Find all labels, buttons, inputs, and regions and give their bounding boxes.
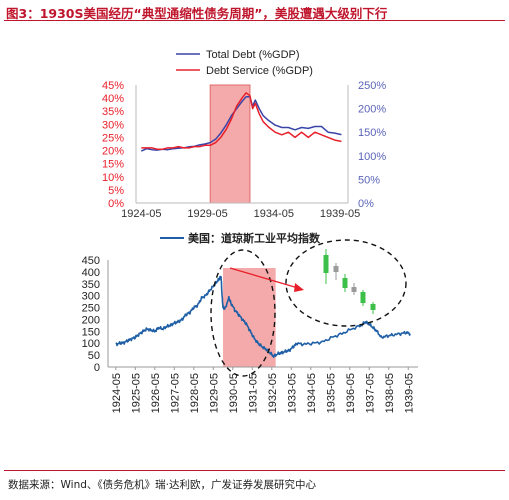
- x-tick-label: 1928-05: [189, 373, 201, 413]
- y-tick-label: 100: [82, 338, 100, 350]
- y-left-tick-label: 20%: [102, 146, 124, 158]
- y-tick-label: 150: [82, 326, 100, 338]
- y-tick-label: 450: [82, 255, 100, 267]
- crash-ellipse: [210, 249, 276, 377]
- y-tick-label: 250: [82, 303, 100, 315]
- candle-body: [323, 255, 329, 273]
- x-tick-label: 1939-05: [403, 373, 415, 413]
- y-tick-label: 200: [82, 314, 100, 326]
- y-left-tick-label: 40%: [102, 93, 124, 105]
- candle-body: [333, 266, 339, 272]
- figure-title: 图3：1930S美国经历“典型通缩性债务周期”，美股遭遇大级别下行: [6, 6, 388, 21]
- x-tick-label: 1936-05: [345, 373, 357, 413]
- y-tick-label: 350: [82, 279, 100, 291]
- x-tick-label: 1924-05: [121, 208, 161, 220]
- arrow-head: [294, 283, 304, 292]
- y-left-tick-label: 0%: [108, 198, 124, 210]
- x-tick-label: 1924-05: [111, 373, 123, 413]
- y-tick-label: 0: [94, 362, 100, 374]
- y-left-tick-label: 35%: [102, 106, 124, 118]
- x-tick-label: 1935-05: [325, 373, 337, 413]
- y-left-tick-label: 45%: [102, 80, 124, 92]
- x-tick-label: 1933-05: [286, 373, 298, 413]
- candle-body: [360, 292, 366, 303]
- x-tick-label: 1938-05: [384, 373, 396, 413]
- legend-dow: 美国：道琼斯工业平均指数: [188, 231, 321, 245]
- x-tick-label: 1931-05: [247, 373, 259, 413]
- x-tick-label: 1932-05: [267, 373, 279, 413]
- x-tick-label: 1926-05: [150, 373, 162, 413]
- arrow-line: [229, 267, 299, 289]
- y-left-tick-label: 15%: [102, 159, 124, 171]
- y-right-tick-label: 0%: [358, 198, 374, 210]
- candle-body: [351, 287, 357, 292]
- x-tick-label: 1930-05: [228, 373, 240, 413]
- zoom-ellipse: [285, 239, 407, 327]
- title-rule: [4, 20, 505, 21]
- y-right-tick-label: 250%: [358, 80, 386, 92]
- x-tick-label: 1927-05: [169, 373, 181, 413]
- legend-total-debt: Total Debt (%GDP): [206, 49, 300, 61]
- y-tick-label: 300: [82, 291, 100, 303]
- debt-service-line: [141, 92, 342, 150]
- candle-body: [342, 278, 348, 288]
- y-left-tick-label: 10%: [102, 172, 124, 184]
- x-tick-label: 1934-05: [254, 208, 294, 220]
- y-right-tick-label: 50%: [358, 174, 380, 186]
- y-tick-label: 400: [82, 267, 100, 279]
- y-tick-label: 50: [88, 350, 100, 362]
- y-left-tick-label: 5%: [108, 185, 124, 197]
- legend-debt-service: Debt Service (%GDP): [206, 65, 313, 77]
- x-tick-label: 1937-05: [364, 373, 376, 413]
- x-tick-label: 1934-05: [306, 373, 318, 413]
- x-tick-label: 1925-05: [130, 373, 142, 413]
- y-right-tick-label: 150%: [358, 127, 386, 139]
- x-tick-label: 1929-05: [187, 208, 227, 220]
- candle-body: [370, 304, 376, 310]
- y-left-tick-label: 30%: [102, 119, 124, 131]
- x-tick-label: 1929-05: [208, 373, 220, 413]
- debt-chart: 0%5%10%15%20%25%30%35%40%45%0%50%100%150…: [102, 49, 386, 220]
- source-rule: [4, 470, 505, 471]
- x-tick-label: 1939-05: [320, 208, 360, 220]
- highlight-band: [209, 84, 251, 204]
- y-left-tick-label: 25%: [102, 132, 124, 144]
- y-right-tick-label: 200%: [358, 104, 386, 116]
- total-debt-line: [140, 96, 342, 152]
- y-right-tick-label: 100%: [358, 151, 386, 163]
- dow-line: [115, 275, 411, 359]
- source-note: 数据来源：Wind、《债务危机》瑞·达利欧，广发证券发展研究中心: [8, 479, 316, 491]
